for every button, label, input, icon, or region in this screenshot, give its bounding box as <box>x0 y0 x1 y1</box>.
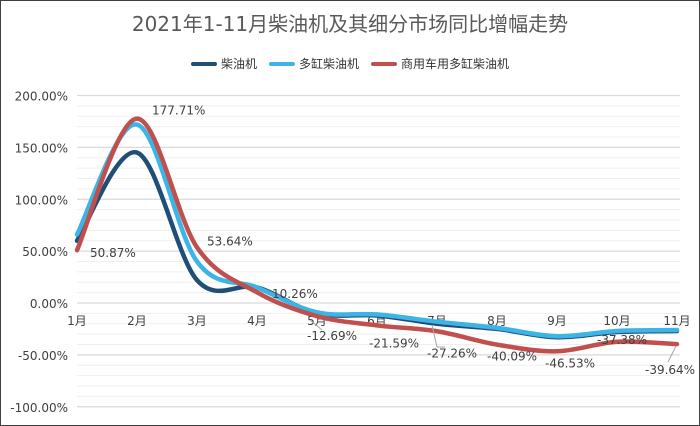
x-tick-label: 11月 <box>663 314 690 328</box>
y-tick-label: 200.00% <box>15 90 68 104</box>
legend-label: 多缸柴油机 <box>298 57 359 71</box>
legend-label: 柴油机 <box>220 57 257 71</box>
x-tick-label: 1月 <box>67 314 87 328</box>
x-tick-label: 2月 <box>127 314 147 328</box>
y-tick-label: -50.00% <box>18 349 68 363</box>
x-tick-label: 8月 <box>487 314 507 328</box>
legend-item: 多缸柴油机 <box>268 55 359 72</box>
leader-line <box>309 319 323 331</box>
y-tick-label: -100.00% <box>10 401 68 415</box>
x-tick-label: 4月 <box>247 314 267 328</box>
leader-line <box>667 345 677 363</box>
legend-swatch <box>268 61 295 66</box>
legend-item: 柴油机 <box>190 55 257 72</box>
legend-item: 商用车用多缸柴油机 <box>371 55 509 72</box>
data-label: -27.26% <box>427 346 477 360</box>
series-line-multicyl <box>74 122 680 339</box>
chart-title: 2021年1-11月柴油机及其细分市场同比增幅走势 <box>131 12 569 36</box>
legend-swatch <box>190 61 217 66</box>
x-tick-label: 9月 <box>547 314 567 328</box>
legend-label: 商用车用多缸柴油机 <box>401 57 510 71</box>
y-tick-label: 0.00% <box>30 297 68 311</box>
data-label: 53.64% <box>207 234 253 248</box>
data-label: 177.71% <box>152 104 205 118</box>
leader-line <box>431 324 445 348</box>
x-tick-label: 10月 <box>603 314 630 328</box>
data-label: 10.26% <box>272 287 318 301</box>
y-tick-label: 50.00% <box>22 245 68 259</box>
legend-swatch <box>371 61 397 66</box>
series-line-commercial <box>74 116 680 354</box>
data-label: -37.38% <box>597 333 647 347</box>
x-tick-label: 3月 <box>187 314 207 328</box>
legend: 柴油机 多缸柴油机 商用车用多缸柴油机 <box>0 55 700 72</box>
data-label: -21.59% <box>369 336 419 350</box>
y-tick-label: 100.00% <box>15 193 68 207</box>
data-label: -39.64% <box>645 363 695 377</box>
data-label: -12.69% <box>307 329 357 343</box>
y-tick-label: 150.00% <box>15 141 68 155</box>
data-label: -40.09% <box>487 350 537 364</box>
data-label: 50.87% <box>90 246 136 260</box>
data-label: -46.53% <box>545 356 595 370</box>
